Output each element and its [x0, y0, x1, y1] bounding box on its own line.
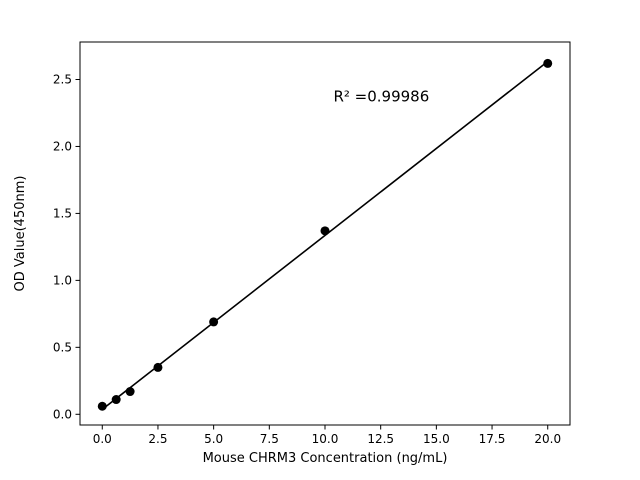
y-tick-label: 2.5 — [53, 72, 72, 86]
y-tick-label: 1.5 — [53, 206, 72, 220]
data-point — [543, 58, 553, 68]
x-tick-label: 15.0 — [423, 432, 450, 446]
x-axis-label: Mouse CHRM3 Concentration (ng/mL) — [203, 451, 448, 466]
data-point — [153, 362, 163, 372]
data-point — [125, 387, 135, 397]
y-tick-label: 1.0 — [53, 273, 72, 287]
y-tick-label: 2.0 — [53, 139, 72, 153]
x-tick-label: 20.0 — [534, 432, 561, 446]
x-tick-label: 17.5 — [479, 432, 506, 446]
data-point — [320, 226, 330, 236]
x-tick-label: 0.0 — [93, 432, 112, 446]
r-squared-annotation: R² =0.99986 — [333, 87, 429, 105]
fit-line — [101, 60, 549, 411]
y-tick-label: 0.5 — [53, 340, 72, 354]
x-tick-label: 7.5 — [260, 432, 279, 446]
x-tick-label: 2.5 — [148, 432, 167, 446]
data-point — [209, 317, 219, 327]
x-tick-label: 5.0 — [204, 432, 223, 446]
x-tick-label: 12.5 — [367, 432, 394, 446]
y-axis-label: OD Value(450nm) — [13, 176, 28, 292]
data-point — [111, 395, 121, 405]
data-point — [97, 401, 107, 411]
y-tick-label: 0.0 — [53, 407, 72, 421]
x-tick-label: 10.0 — [312, 432, 339, 446]
